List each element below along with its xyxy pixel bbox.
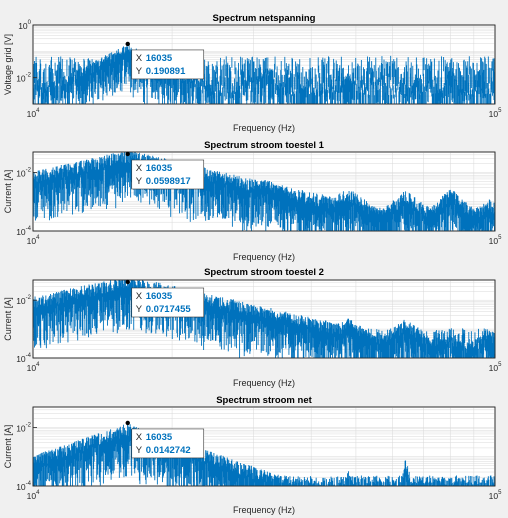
x-axis-label: Frequency (Hz): [233, 123, 295, 133]
y-tick-label: 10-2: [16, 295, 31, 306]
datatip-x-label: X: [136, 291, 143, 302]
x-tick-label: 104: [27, 362, 40, 373]
datatip-box: [131, 428, 205, 459]
y-tick-label: 10-2: [16, 73, 31, 84]
datatip-y-value: 0.0598917: [146, 176, 191, 187]
axes-frame: [32, 279, 496, 359]
datatip-y-label: Y: [136, 445, 143, 456]
datatip-x-label: X: [136, 432, 143, 443]
chart-4: Spectrum stroom net Frequency (Hz) Current…: [3, 395, 502, 515]
x-tick-label: 105: [489, 235, 502, 246]
datatip-y-label: Y: [136, 176, 143, 187]
datatip-y-value: 0.0142742: [146, 445, 191, 456]
x-tick-label: 105: [489, 108, 502, 119]
datatip-marker[interactable]: [125, 279, 130, 285]
y-axis-label: Current [A]: [3, 170, 13, 214]
datatip-x-value: 16035: [146, 432, 173, 443]
y-tick-label: 10-2: [16, 167, 31, 178]
y-axis-label: Voltage grid [V]: [3, 34, 13, 95]
x-axis-label: Frequency (Hz): [233, 505, 295, 515]
y-axis-label: Current [A]: [3, 425, 13, 469]
chart-title: Spectrum stroom toestel 1: [204, 140, 325, 151]
x-tick-label: 105: [489, 362, 502, 373]
x-tick-label: 105: [489, 490, 502, 501]
y-tick-label: 10-4: [16, 481, 31, 492]
x-axis-label: Frequency (Hz): [233, 378, 295, 388]
chart-title: Spectrum stroom toestel 2: [204, 267, 324, 278]
datatip-marker[interactable]: [125, 41, 130, 47]
datatip-y-value: 0.0717455: [146, 304, 192, 315]
datatip-x-value: 16035: [146, 163, 173, 174]
chart-2: Spectrum stroom toestel 1 Frequency (Hz) C…: [3, 140, 502, 262]
datatip-marker[interactable]: [125, 420, 130, 426]
axes-frame: [32, 406, 496, 487]
datatip-y-value: 0.190891: [146, 66, 186, 77]
y-tick-label: 10-4: [16, 353, 31, 364]
datatip-x-label: X: [136, 163, 143, 174]
datatip-box: [131, 49, 205, 80]
chart-title: Spectrum stroom net: [216, 395, 312, 406]
datatip-x-value: 16035: [146, 53, 173, 64]
datatip-y-label: Y: [136, 66, 143, 77]
y-tick-label: 10-4: [16, 226, 31, 237]
axes-frame: [32, 24, 496, 105]
datatip-box: [131, 287, 205, 318]
axes-frame: [32, 151, 496, 232]
datatip-x-value: 16035: [146, 291, 173, 302]
y-tick-label: 10-2: [16, 422, 31, 433]
x-tick-label: 104: [27, 490, 40, 501]
y-axis-label: Current [A]: [3, 297, 13, 341]
chart-1: Spectrum netspanning Frequency (Hz) Voltag…: [3, 13, 502, 133]
chart-title: Spectrum netspanning: [213, 13, 316, 24]
x-tick-label: 104: [27, 108, 40, 119]
datatip-box: [131, 159, 205, 190]
datatip-marker[interactable]: [125, 151, 130, 157]
x-tick-label: 104: [27, 235, 40, 246]
y-tick-label: 100: [18, 20, 31, 31]
x-axis-label: Frequency (Hz): [233, 252, 295, 262]
datatip-y-label: Y: [136, 304, 143, 315]
datatip-x-label: X: [136, 53, 143, 64]
chart-3: Spectrum stroom toestel 2 Frequency (Hz) C…: [3, 267, 502, 388]
